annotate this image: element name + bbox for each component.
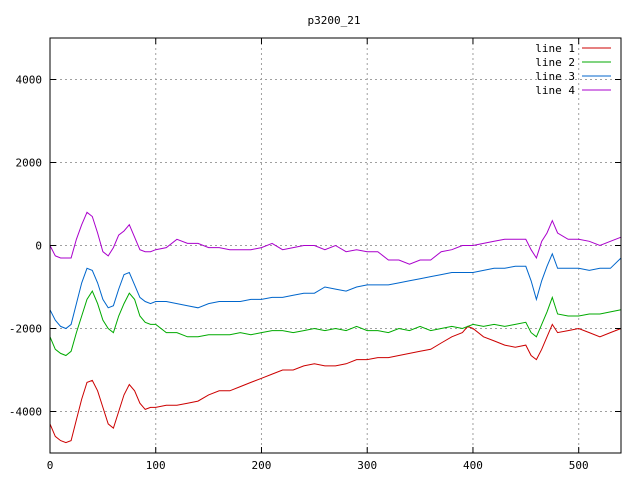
x-tick-label: 500 [569, 459, 589, 472]
y-tick-label: 0 [35, 240, 42, 253]
series-line-1 [49, 323, 622, 444]
legend-label: line 4 [535, 84, 575, 97]
legend-label: line 3 [535, 70, 575, 83]
axes: 0 100 200 300 400 500 -4000 -2000 0 2000 4000 [9, 38, 621, 472]
y-tick-label: -4000 [9, 406, 42, 419]
x-tick-label: 0 [47, 459, 54, 472]
series-line-2 [49, 290, 622, 357]
chart-title: p3200_21 [308, 14, 361, 27]
y-tick-label: 4000 [16, 74, 43, 87]
series-line-3 [49, 252, 622, 330]
x-tick-label: 400 [463, 459, 483, 472]
x-tick-label: 300 [357, 459, 377, 472]
series-group [49, 211, 622, 444]
y-tick-label: -2000 [9, 323, 42, 336]
x-tick-label: 100 [146, 459, 166, 472]
series-line-4 [49, 211, 622, 265]
y-tick-label: 2000 [16, 157, 43, 170]
legend-label: line 1 [535, 42, 575, 55]
x-tick-label: 200 [252, 459, 272, 472]
legend-label: line 2 [535, 56, 575, 69]
